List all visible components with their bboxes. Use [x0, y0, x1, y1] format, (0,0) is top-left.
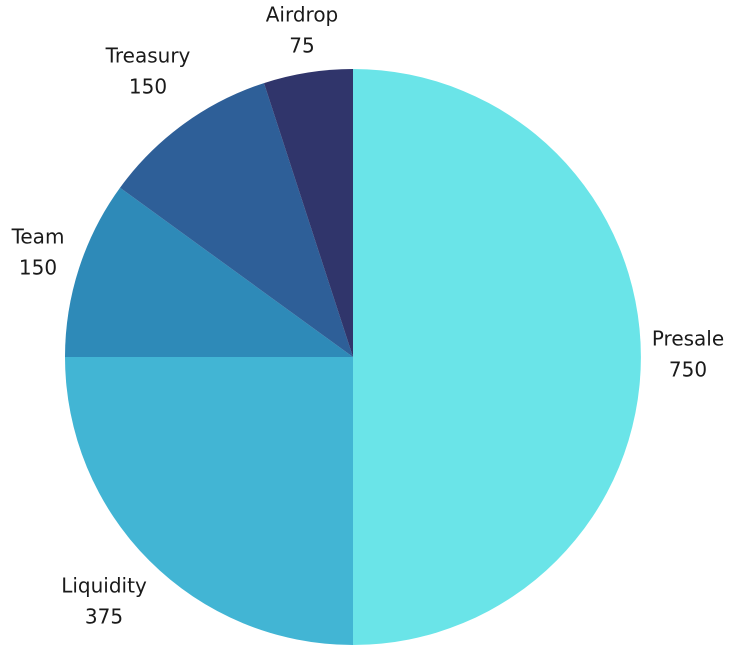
slice-value: 750 — [669, 358, 707, 382]
slice-label: Treasury — [105, 44, 191, 68]
pie-slice — [120, 83, 353, 357]
slice-value: 150 — [129, 75, 167, 99]
pie-slice — [264, 69, 353, 357]
slice-value: 75 — [289, 34, 314, 58]
slice-label: Airdrop — [266, 3, 339, 27]
slice-value: 375 — [85, 605, 123, 629]
pie-slice — [65, 187, 353, 357]
pie-slice — [65, 357, 353, 645]
slice-label: Team — [11, 225, 65, 249]
pie-slice — [353, 69, 641, 645]
slice-label: Liquidity — [61, 574, 147, 598]
slice-value: 150 — [19, 256, 57, 280]
slice-label: Presale — [652, 327, 724, 351]
